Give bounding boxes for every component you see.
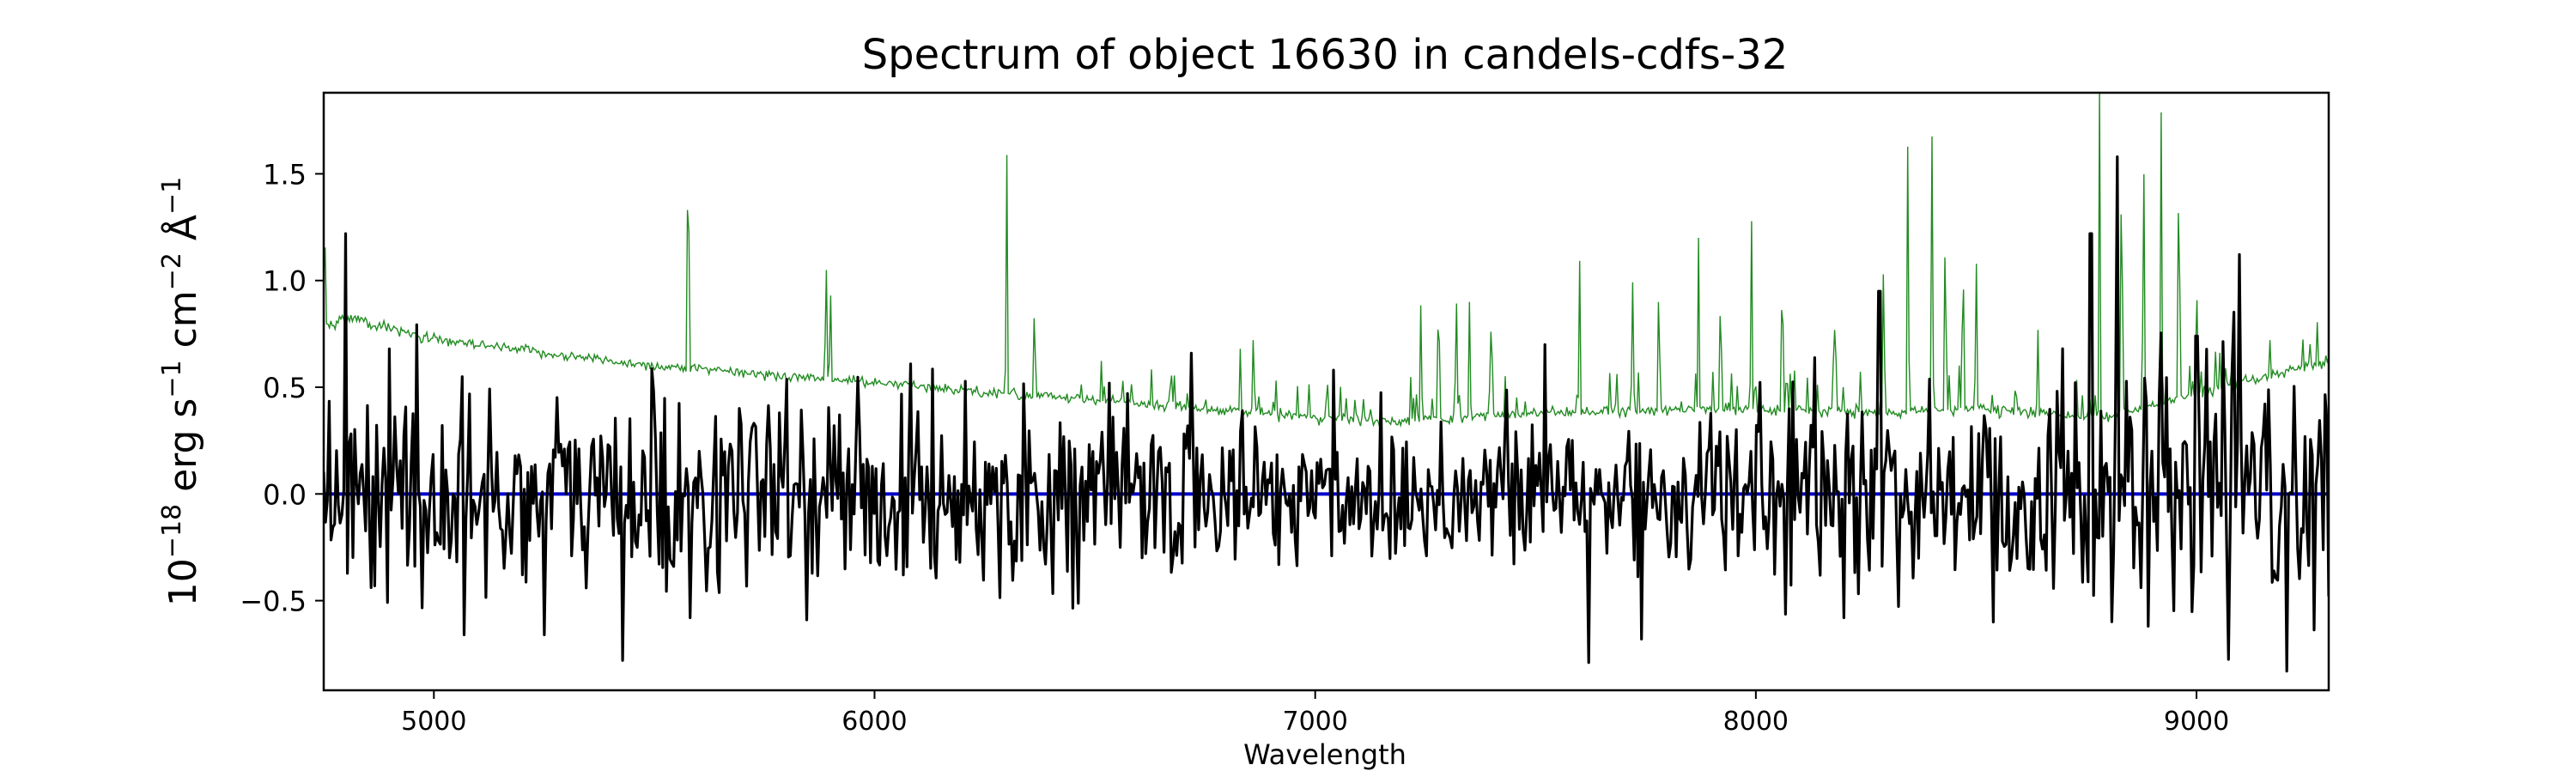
chart-title: Spectrum of object 16630 in candels-cdfs… <box>862 31 1789 79</box>
x-tick-label: 8000 <box>1723 707 1789 737</box>
y-tick-label: 0.5 <box>263 372 307 404</box>
x-axis-label: Wavelength <box>1243 738 1406 771</box>
plot-area <box>324 93 2329 673</box>
y-tick-label: 1.0 <box>263 265 307 298</box>
x-tick-label: 6000 <box>841 707 907 737</box>
y-label-part: cm <box>161 290 205 360</box>
error-spectrum-line <box>324 93 2329 428</box>
y-label-part: 10 <box>161 558 205 606</box>
x-axis: 5000 6000 7000 8000 9000 <box>401 690 2229 737</box>
flux-spectrum-line <box>324 155 2329 673</box>
y-label-sup: −1 <box>157 177 187 215</box>
x-tick-label: 5000 <box>401 707 466 737</box>
y-label-part: Å <box>160 215 205 252</box>
x-tick-label: 7000 <box>1282 707 1347 737</box>
y-tick-label: −0.5 <box>240 586 307 618</box>
y-label-sup: −1 <box>157 360 187 398</box>
y-label-sup: −2 <box>157 252 187 290</box>
y-tick-label: 1.5 <box>263 158 307 191</box>
y-axis: −0.5 0.0 0.5 1.0 1.5 <box>240 158 324 618</box>
x-tick-label: 9000 <box>2164 707 2229 737</box>
y-axis-label: 10−18 erg s−1 cm−2 Å−1 <box>157 177 205 606</box>
axes-frame <box>322 91 2330 692</box>
y-label-part: erg s <box>161 398 205 504</box>
y-tick-label: 0.0 <box>263 478 307 511</box>
y-label-sup: −18 <box>157 504 187 558</box>
